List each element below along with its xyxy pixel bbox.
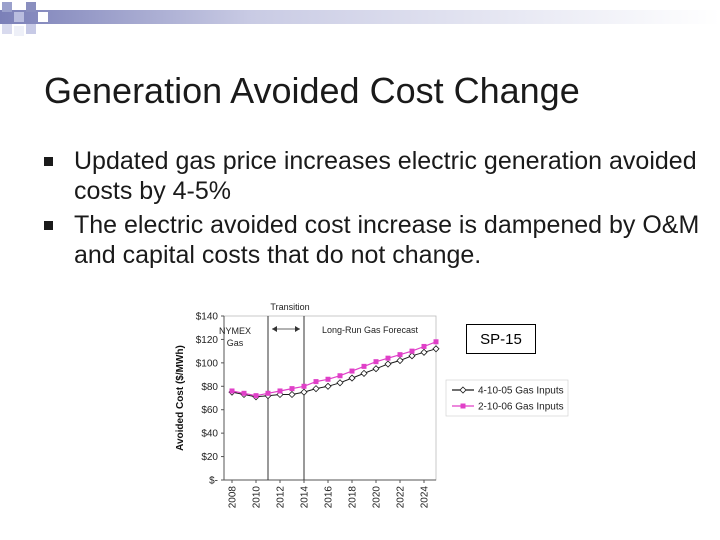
- data-point: [336, 379, 344, 387]
- data-point: [408, 352, 416, 360]
- bullet-text: The electric avoided cost increase is da…: [74, 211, 700, 269]
- data-point: [337, 373, 343, 379]
- sp15-badge-label: SP-15: [480, 330, 522, 348]
- data-point: [312, 385, 320, 393]
- bullet-square-icon: [44, 157, 53, 166]
- y-axis-label: Avoided Cost ($/MWh): [175, 345, 186, 451]
- data-point: [241, 390, 247, 396]
- data-point: [361, 363, 367, 369]
- series-line: [231, 348, 437, 398]
- x-tick-label: 2008: [228, 486, 239, 509]
- x-tick-label: 2016: [324, 486, 335, 509]
- data-point: [421, 343, 427, 349]
- data-point: [373, 359, 379, 365]
- y-tick-label: $140: [196, 312, 219, 323]
- data-point: [385, 355, 391, 361]
- legend-box: [445, 379, 569, 417]
- data-point: [432, 345, 440, 353]
- data-point: [229, 388, 235, 394]
- data-point: [360, 369, 368, 377]
- data-point: [325, 376, 331, 382]
- transition-arrow-right-icon: [295, 326, 300, 332]
- slide-title: Generation Avoided Cost Change: [44, 70, 580, 111]
- bullet-item: Updated gas price increases electric gen…: [44, 146, 704, 206]
- nymex-label: NYMEX: [219, 326, 251, 336]
- x-tick-label: 2022: [396, 486, 407, 509]
- nymex-gas-label: Gas: [227, 338, 244, 348]
- data-point: [396, 356, 404, 365]
- bullet-list: Updated gas price increases electric gen…: [44, 146, 704, 274]
- long-run-label: Long-Run Gas Forecast: [322, 325, 419, 335]
- y-tick-label: $120: [196, 335, 219, 346]
- legend-label: 4-10-05 Gas Inputs: [478, 386, 564, 397]
- data-point: [324, 382, 332, 390]
- transition-label: Transition: [270, 302, 309, 312]
- x-tick-label: 2014: [300, 486, 311, 509]
- y-tick-label: $40: [201, 429, 218, 440]
- data-point: [348, 374, 356, 382]
- data-point: [397, 352, 403, 358]
- data-point: [313, 379, 319, 385]
- data-point: [384, 360, 392, 368]
- legend-label: 2-10-06 Gas Inputs: [478, 402, 564, 413]
- x-tick-label: 2012: [276, 486, 287, 509]
- x-tick-label: 2024: [420, 486, 431, 509]
- y-tick-label: $-: [209, 476, 218, 487]
- data-point: [409, 348, 415, 354]
- transition-arrow-left-icon: [272, 326, 277, 332]
- legend-square-icon: [460, 403, 466, 409]
- data-point: [289, 386, 295, 392]
- x-tick-label: 2018: [348, 486, 359, 509]
- data-point: [300, 388, 308, 396]
- data-point: [372, 365, 380, 373]
- data-point: [301, 383, 307, 389]
- x-tick-label: 2010: [252, 486, 263, 509]
- data-point: [420, 348, 428, 356]
- y-tick-label: $100: [196, 358, 219, 369]
- bullet-item: The electric avoided cost increase is da…: [44, 210, 704, 270]
- data-point: [265, 390, 271, 396]
- data-point: [288, 390, 296, 399]
- x-tick-label: 2020: [372, 486, 383, 509]
- data-point: [433, 339, 439, 345]
- bullet-square-icon: [44, 221, 53, 230]
- data-point: [349, 368, 355, 374]
- sp15-badge: SP-15: [466, 324, 536, 354]
- bullet-text: Updated gas price increases electric gen…: [74, 147, 697, 205]
- series-line: [231, 341, 437, 397]
- data-point: [253, 393, 259, 399]
- y-tick-label: $80: [201, 382, 218, 393]
- legend-diamond-icon: [459, 386, 467, 394]
- decorative-header-squares: [0, 2, 720, 36]
- y-tick-label: $20: [201, 452, 218, 463]
- y-tick-label: $60: [201, 405, 218, 416]
- data-point: [277, 388, 283, 394]
